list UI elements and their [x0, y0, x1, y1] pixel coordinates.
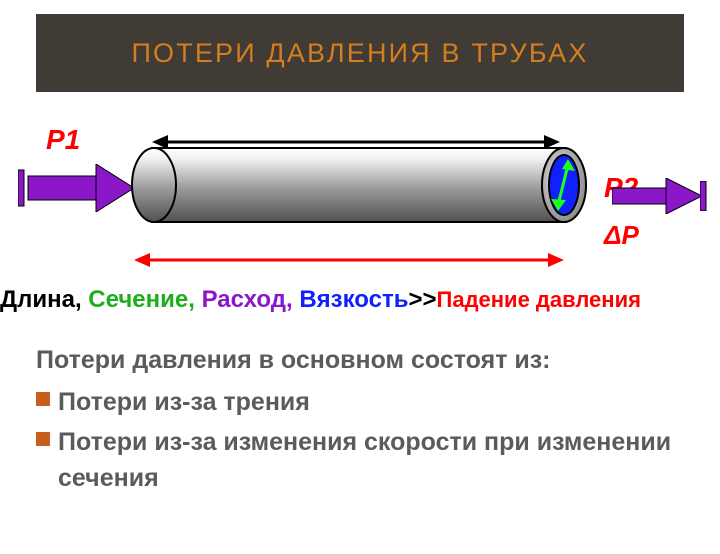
title-text: ПОТЕРИ ДАВЛЕНИЯ В ТРУБАХ — [131, 38, 588, 69]
title-bar: ПОТЕРИ ДАВЛЕНИЯ В ТРУБАХ — [36, 14, 684, 92]
factor-word: Расход, — [202, 286, 300, 313]
outlet-arrow-right — [612, 178, 702, 214]
label-dp: ΔP — [604, 220, 639, 251]
inlet-arrow-left — [18, 164, 134, 212]
bullet-text: Потери из-за изменения скорости при изме… — [58, 424, 684, 497]
bullet-text: Потери из-за трения — [58, 384, 310, 420]
body-text: Потери давления в основном состоят из: П… — [0, 302, 720, 496]
factor-word: Длина, — [0, 286, 88, 313]
factors-line: Длина, Сечение, Расход, Вязкость>>Падени… — [0, 286, 720, 314]
outlet-end-cap — [700, 181, 714, 211]
factor-word: >> — [408, 286, 436, 313]
bullet-item: Потери из-за изменения скорости при изме… — [36, 424, 684, 497]
bullet-item: Потери из-за трения — [36, 384, 684, 420]
intro-line: Потери давления в основном состоят из: — [36, 342, 684, 378]
factor-word: Сечение, — [88, 286, 201, 313]
pipe-diagram: P1 P2 ΔP Длина, Сечение, Расход, Вязкост… — [0, 92, 720, 302]
pressure-drop-arrow — [134, 250, 564, 270]
factor-word: Вязкость — [299, 286, 408, 313]
factor-word: Падение давления — [437, 287, 641, 312]
pipe-body — [130, 146, 588, 224]
bullet-icon — [36, 432, 50, 446]
bullet-icon — [36, 392, 50, 406]
label-p1: P1 — [46, 124, 80, 156]
